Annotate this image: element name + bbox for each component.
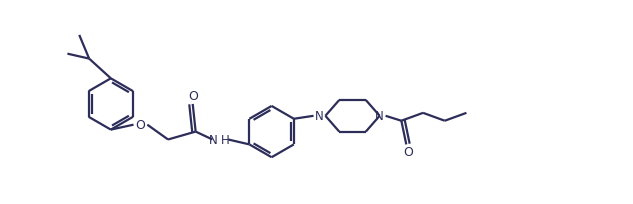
Text: N: N [375,110,384,123]
Text: N: N [209,133,217,146]
Text: H: H [222,133,230,146]
Text: O: O [135,119,146,132]
Text: O: O [188,89,197,102]
Text: O: O [403,145,413,158]
Text: N: N [315,110,324,123]
